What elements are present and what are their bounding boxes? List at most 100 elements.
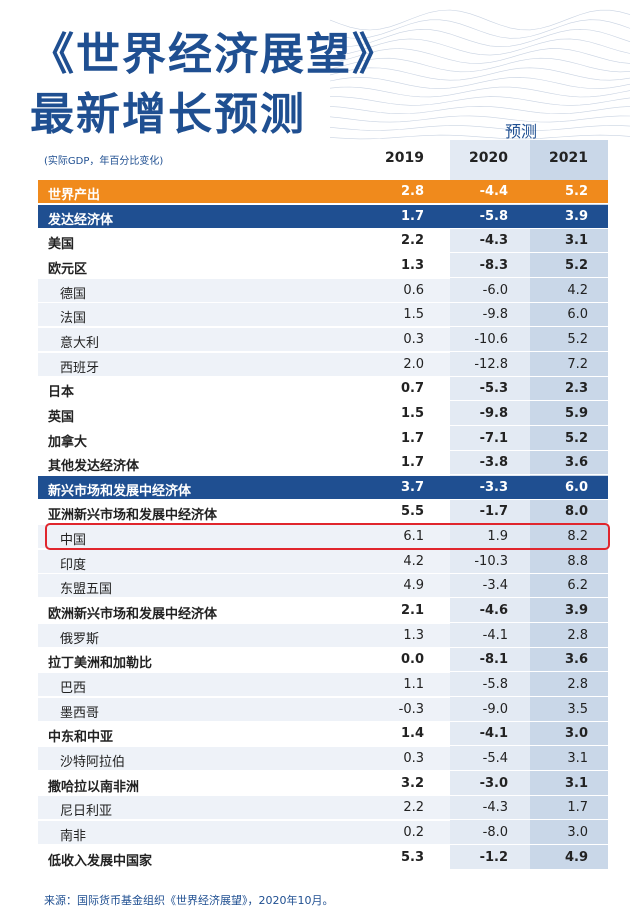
- row-label: 德国: [60, 286, 87, 302]
- cell-value: -1.2: [479, 849, 508, 865]
- cell-value: 3.6: [564, 652, 588, 668]
- row-label: 俄罗斯: [60, 631, 100, 647]
- table-row: 东盟五国 4.9 -3.4 6.2: [38, 574, 608, 599]
- table-row: 意大利 0.3 -10.6 5.2: [38, 327, 608, 352]
- row-label: 拉丁美洲和加勒比: [48, 656, 153, 672]
- row-label: 巴西: [60, 681, 87, 696]
- table-row: 法国 1.5 -9.8 6.0: [38, 303, 608, 328]
- cell-value: 1.3: [400, 257, 424, 273]
- row-label: 意大利: [60, 335, 100, 351]
- cell-value: 2.8: [567, 627, 588, 643]
- table-row: 拉丁美洲和加勒比 0.0 -8.1 3.6: [38, 648, 608, 673]
- row-label: 欧洲新兴市场和发展中经济体: [48, 607, 218, 623]
- row-label: 新兴市场和发展中经济体: [48, 483, 192, 499]
- cell-value: -4.1: [479, 726, 508, 742]
- table-row: 日本 0.7 -5.3 2.3: [38, 377, 608, 402]
- row-label: 中东和中亚: [48, 730, 114, 746]
- cell-value: -1.7: [479, 504, 508, 520]
- column-shade: [530, 140, 608, 870]
- row-label: 东盟五国: [60, 582, 113, 598]
- year-header: 2019: [385, 150, 424, 166]
- background-mesh: [330, 9, 631, 140]
- cell-value: 5.2: [567, 331, 588, 347]
- table-row: 加拿大 1.7 -7.1 5.2: [38, 427, 608, 451]
- cell-value: -5.8: [479, 208, 508, 224]
- cell-value: 3.9: [564, 603, 588, 619]
- mesh-line: [330, 9, 631, 31]
- row-label: 欧元区: [48, 261, 88, 277]
- cell-value: 6.0: [567, 307, 588, 323]
- table-row: 亚洲新兴市场和发展中经济体 5.5 -1.7 8.0: [38, 500, 608, 525]
- row-label: 西班牙: [60, 360, 100, 376]
- cell-value: -8.0: [482, 824, 508, 840]
- cell-value: -10.3: [474, 553, 508, 569]
- cell-value: 6.1: [403, 529, 424, 545]
- cell-value: 5.9: [564, 405, 588, 421]
- cell-value: 3.5: [567, 701, 588, 717]
- cell-value: 4.9: [564, 849, 588, 865]
- cell-value: 1.7: [400, 455, 424, 471]
- cell-value: -6.0: [482, 282, 508, 298]
- title: 最新增长预测: [30, 89, 306, 140]
- unit-note: (实际GDP，年百分比变化): [44, 156, 164, 167]
- cell-value: 6.0: [564, 479, 588, 495]
- cell-value: -4.4: [479, 184, 508, 199]
- table-row: 低收入发展中国家 5.3 -1.2 4.9: [38, 846, 608, 870]
- table-row: 美国 2.2 -4.3 3.1: [38, 229, 608, 254]
- cell-value: -3.8: [479, 455, 508, 471]
- cell-value: -4.1: [482, 627, 508, 643]
- cell-value: 3.1: [567, 750, 588, 766]
- row-label: 印度: [60, 557, 87, 573]
- mesh-line: [330, 19, 631, 39]
- cell-value: 0.7: [400, 381, 424, 397]
- cell-value: 4.2: [403, 553, 424, 569]
- cell-value: 3.0: [567, 824, 588, 840]
- cell-value: 3.2: [400, 775, 424, 791]
- column-shade: [450, 140, 530, 870]
- cell-value: 3.9: [564, 208, 588, 224]
- row-label: 美国: [48, 237, 75, 253]
- table-row: 发达经济体 1.7 -5.8 3.9: [38, 204, 608, 229]
- cell-value: 0.2: [403, 824, 424, 840]
- cell-value: -4.6: [479, 603, 508, 619]
- cell-value: 0.0: [400, 652, 424, 668]
- mesh-line: [330, 38, 631, 56]
- cell-value: 6.2: [567, 578, 588, 594]
- cell-value: 3.1: [564, 233, 588, 249]
- table-row: 其他发达经济体 1.7 -3.8 3.6: [38, 451, 608, 476]
- cell-value: 2.2: [403, 800, 424, 816]
- table-row: 尼日利亚 2.2 -4.3 1.7: [38, 796, 608, 821]
- source: 来源：国际货币基金组织《世界经济展望》，2020年10月。: [44, 894, 334, 907]
- cell-value: 1.7: [567, 800, 588, 816]
- cell-value: 3.7: [400, 479, 424, 495]
- table-row: 俄罗斯 1.3 -4.1 2.8: [38, 623, 608, 648]
- cell-value: 0.3: [403, 750, 424, 766]
- mesh-line: [330, 57, 631, 73]
- cell-value: 2.3: [564, 381, 588, 397]
- cell-value: 7.2: [567, 356, 588, 372]
- cell-value: -5.8: [482, 677, 508, 692]
- row-label: 南非: [60, 828, 87, 844]
- title: 《世界经济展望》: [30, 29, 398, 80]
- row-label: 法国: [60, 311, 87, 327]
- mesh-line: [330, 96, 631, 106]
- cell-value: 1.7: [400, 208, 424, 224]
- forecast-label: 预测: [505, 122, 538, 141]
- table-row: 中东和中亚 1.4 -4.1 3.0: [38, 722, 608, 747]
- cell-value: 1.5: [400, 405, 424, 421]
- table-row: 世界产出 2.8 -4.4 5.2: [38, 180, 608, 204]
- highlight-box: [45, 523, 610, 551]
- row-label: 尼日利亚: [60, 804, 113, 820]
- mesh-line: [330, 28, 631, 48]
- cell-value: 1.3: [403, 627, 424, 643]
- cell-value: -3.4: [482, 578, 508, 594]
- row-label: 亚洲新兴市场和发展中经济体: [48, 508, 218, 524]
- mesh-line: [330, 77, 631, 89]
- cell-value: -9.8: [482, 307, 508, 323]
- cell-value: -9.0: [482, 701, 508, 717]
- cell-value: 2.2: [400, 233, 424, 249]
- table-row: 墨西哥 -0.3 -9.0 3.5: [38, 697, 608, 722]
- cell-value: -0.3: [398, 701, 424, 717]
- row-label: 发达经济体: [48, 212, 114, 228]
